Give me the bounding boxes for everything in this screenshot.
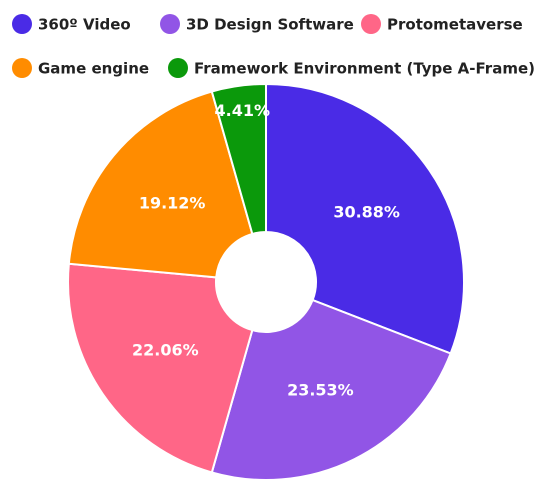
- slice: [210, 82, 267, 236]
- legend-label: 360º Video: [38, 16, 131, 34]
- legend-label: Game engine: [38, 60, 149, 78]
- legend-label: Framework Environment (Type A-Frame): [194, 60, 535, 78]
- slice: [210, 298, 452, 481]
- legend-swatch: [12, 14, 32, 34]
- data-label: 23.53%: [287, 381, 354, 400]
- legend-swatch: [12, 58, 32, 78]
- data-label: 30.88%: [333, 203, 400, 222]
- slice: [67, 262, 254, 474]
- data-label: 4.41%: [214, 101, 270, 120]
- legend-swatch: [361, 14, 381, 34]
- slice: [265, 82, 465, 355]
- data-label: 19.12%: [139, 194, 206, 213]
- legend-swatch: [160, 14, 180, 34]
- legend-label: Protometaverse: [387, 16, 523, 34]
- legend-label: 3D Design Software: [186, 16, 354, 34]
- slice: [67, 90, 254, 279]
- data-label: 22.06%: [132, 340, 199, 359]
- legend-swatch: [168, 58, 188, 78]
